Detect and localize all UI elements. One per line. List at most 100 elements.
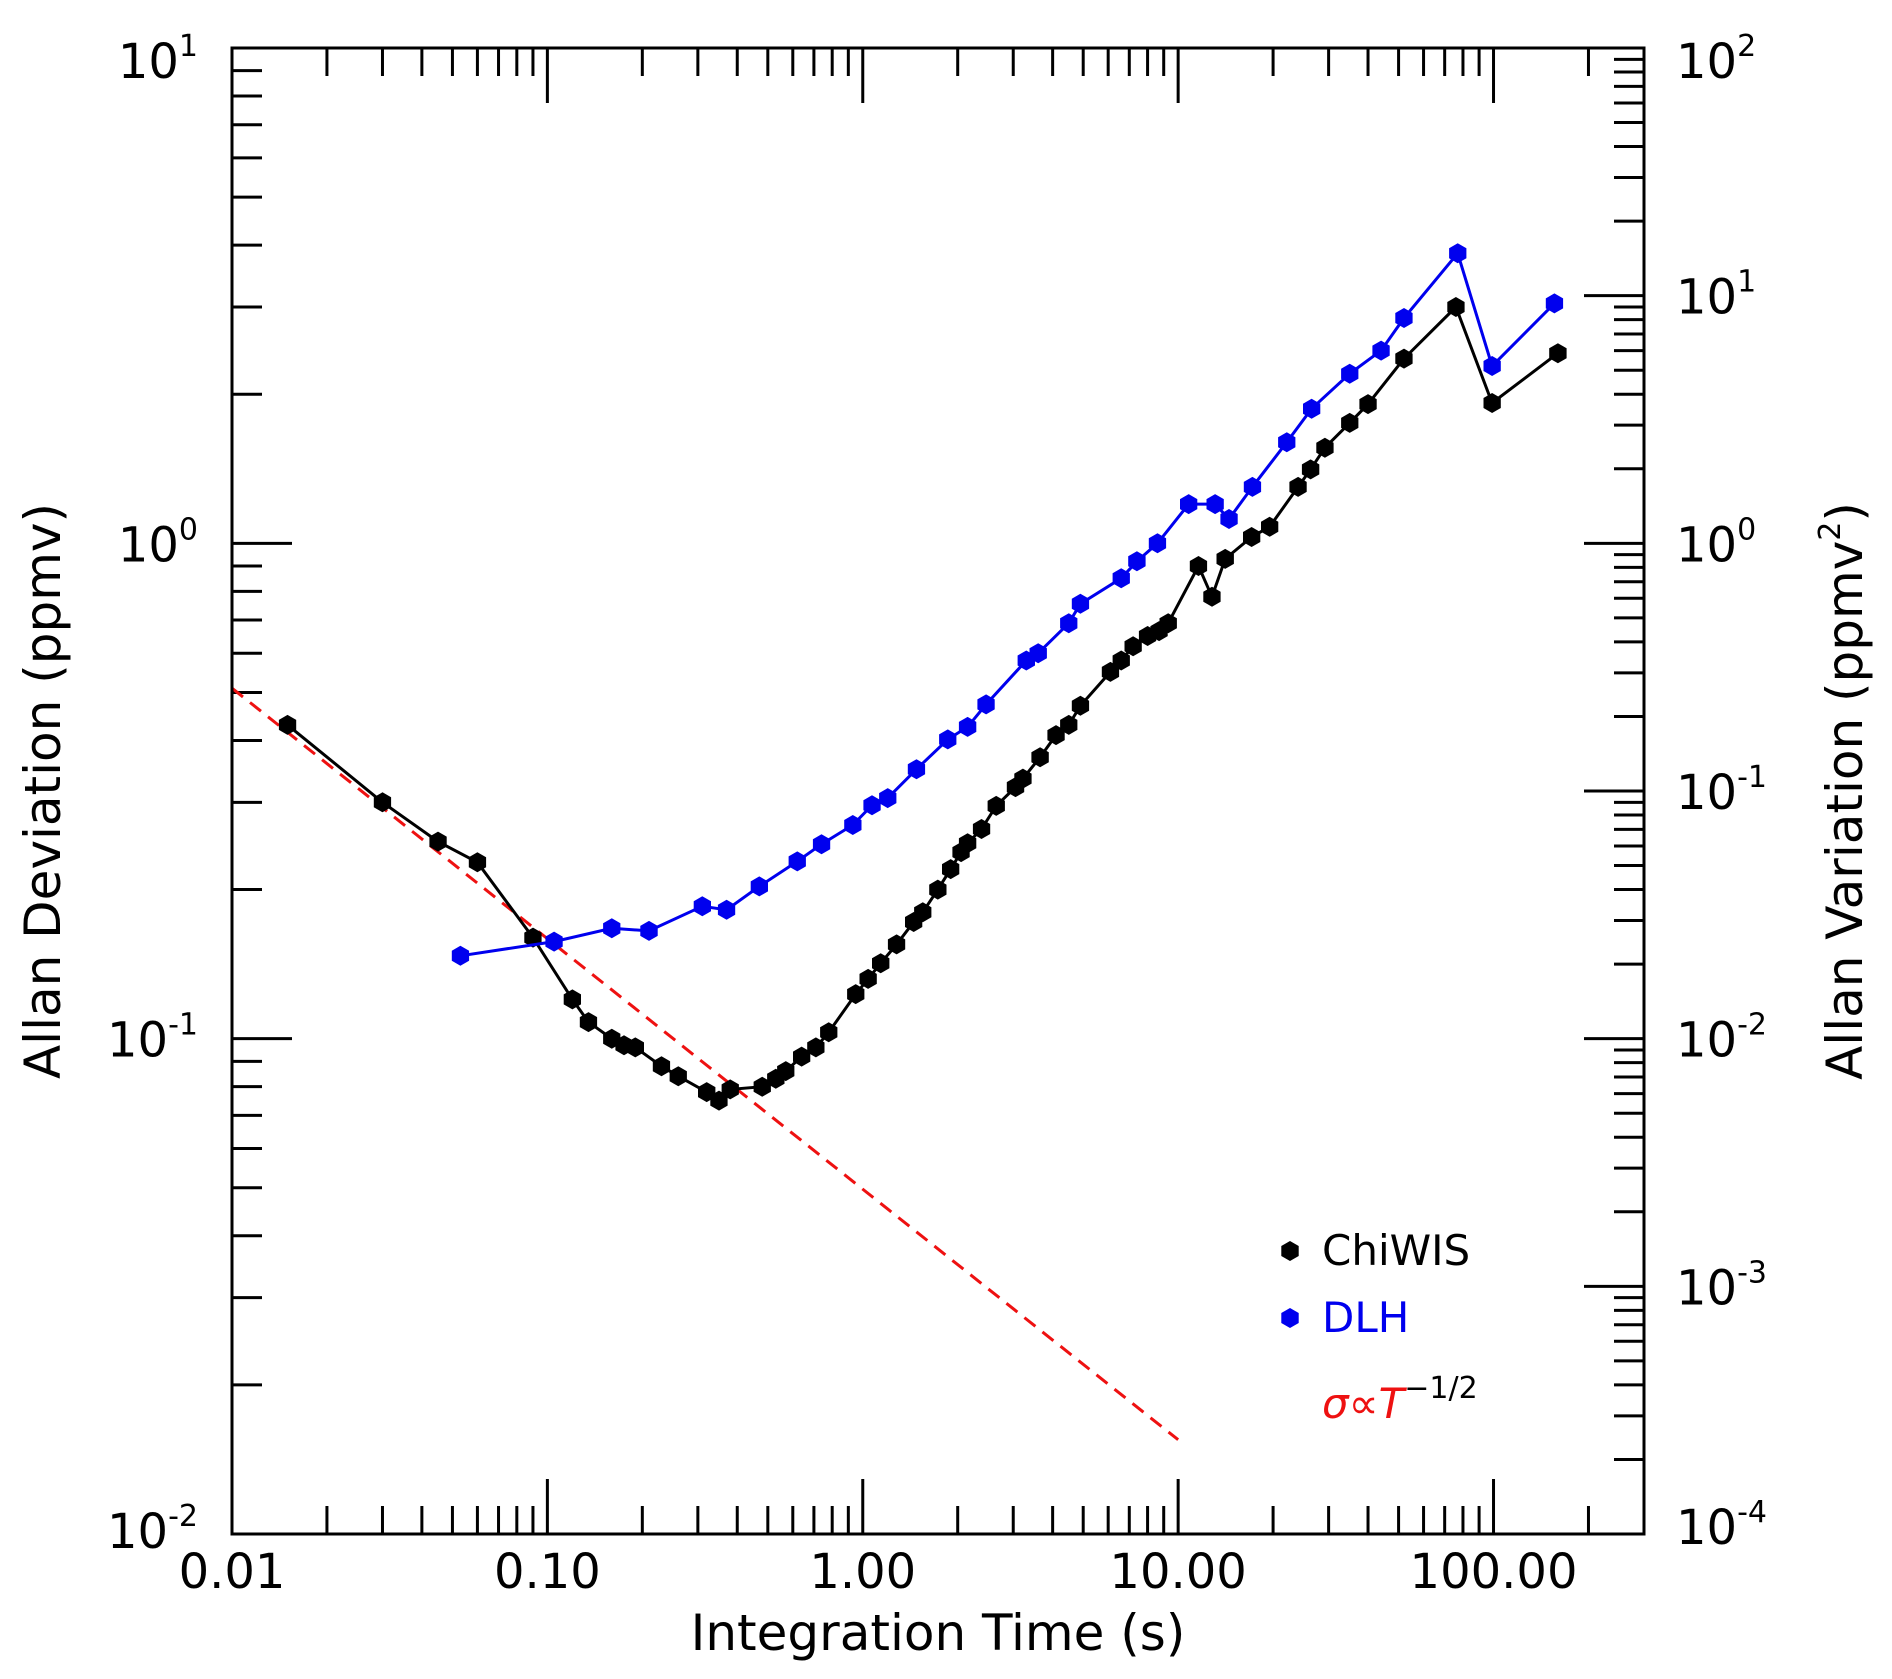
data-point-chiwis — [524, 927, 542, 948]
data-point-dlh — [1206, 494, 1224, 515]
series-line-chiwis — [286, 304, 1559, 1103]
data-point-dlh — [717, 899, 736, 920]
y-tick-label-exp: -2 — [168, 1499, 198, 1534]
data-point-dlh — [1220, 509, 1238, 529]
y2-tick-label-base: 10 — [1676, 270, 1737, 326]
data-point-chiwis — [669, 1066, 687, 1087]
y2-tick-label-exp: -2 — [1737, 1008, 1767, 1043]
data-point-dlh — [1303, 398, 1321, 419]
data-point-chiwis — [626, 1037, 644, 1058]
x-tick-label: 100.00 — [1410, 1544, 1578, 1600]
data-point-chiwis — [278, 714, 297, 735]
y2-axis-label: Allan Variation (ppmv2) — [1813, 502, 1874, 1080]
data-point-chiwis — [1483, 393, 1501, 413]
data-point-dlh — [1180, 494, 1198, 515]
data-point-chiwis — [710, 1090, 728, 1111]
y-tick-label-exp: -1 — [168, 1008, 198, 1043]
data-point-chiwis — [972, 819, 991, 839]
y-tick-label: 10-2 — [107, 1499, 198, 1560]
data-point-dlh — [1449, 243, 1467, 264]
x-tick-label: 0.01 — [179, 1544, 286, 1600]
data-point-chiwis — [929, 879, 947, 900]
data-point-dlh — [1243, 476, 1262, 497]
data-point-chiwis — [777, 1061, 795, 1082]
x-tick-label: 1.00 — [809, 1544, 916, 1600]
data-point-chiwis — [1159, 613, 1177, 634]
x-axis-label: Integration Time (s) — [691, 1604, 1186, 1662]
data-point-chiwis — [753, 1076, 771, 1097]
y2-tick-label-base: 10 — [1676, 1013, 1737, 1069]
data-point-dlh — [879, 788, 897, 809]
y-tick-label-exp: 1 — [179, 29, 198, 64]
data-point-chiwis — [1243, 527, 1261, 547]
data-point-chiwis — [1289, 476, 1307, 497]
y2-axis-label-main: Allan Variation (ppmv — [1816, 541, 1874, 1080]
data-point-chiwis — [1060, 714, 1078, 735]
y2-tick-label: 10-3 — [1676, 1255, 1767, 1316]
data-point-chiwis — [820, 1022, 838, 1043]
data-point-chiwis — [1203, 586, 1221, 607]
plot-frame — [230, 46, 1646, 1536]
data-point-chiwis — [579, 1012, 598, 1033]
data-point-chiwis — [1216, 548, 1234, 569]
tick-labels: 0.01 0.10 1.00 10.00 100.0010-210-110010110-… — [107, 29, 1767, 1600]
data-point-chiwis — [958, 833, 977, 854]
y2-tick-label-exp: 1 — [1737, 265, 1756, 300]
data-point-dlh — [863, 795, 881, 816]
data-point-dlh — [844, 815, 862, 835]
axis-ticks — [230, 46, 1646, 1536]
y2-axis-label-sup: 2 — [1813, 522, 1848, 541]
data-point-dlh — [788, 851, 806, 872]
data-point-dlh — [1545, 293, 1564, 314]
reference-line-layer — [231, 687, 1180, 1441]
data-point-chiwis — [1101, 661, 1120, 682]
data-point-dlh — [1483, 356, 1501, 376]
y2-tick-label: 101 — [1676, 265, 1756, 326]
y-tick-label-base: 10 — [107, 1013, 168, 1069]
series-layer — [278, 243, 1567, 1111]
data-point-chiwis — [872, 953, 890, 974]
data-point-chiwis — [1301, 459, 1320, 480]
data-point-chiwis — [1549, 343, 1567, 364]
legend-item-chiwis: ChiWIS — [1281, 1226, 1470, 1275]
reference-line — [231, 687, 1180, 1441]
y2-tick-label: 10-1 — [1676, 760, 1767, 821]
x-tick-label: 0.10 — [494, 1544, 601, 1600]
data-point-dlh — [1148, 533, 1167, 554]
y2-tick-label-base: 10 — [1676, 765, 1737, 821]
data-point-chiwis — [373, 792, 392, 813]
data-point-chiwis — [1031, 747, 1049, 768]
data-point-chiwis — [721, 1079, 739, 1100]
y-tick-label-base: 10 — [107, 1504, 168, 1560]
data-point-chiwis — [1359, 394, 1377, 415]
data-point-chiwis — [1395, 348, 1413, 369]
data-point-dlh — [939, 729, 957, 750]
data-point-chiwis — [1124, 636, 1142, 657]
data-point-dlh — [1029, 643, 1047, 664]
legend-item-dlh: DLH — [1281, 1293, 1409, 1342]
data-point-dlh — [750, 876, 768, 897]
y-axis-label: Allan Deviation (ppmv) — [14, 503, 72, 1079]
legend-item-reference: σ∝T−1/2 — [1322, 1371, 1478, 1428]
y-tick-label-exp: 0 — [179, 512, 198, 547]
data-point-dlh — [693, 896, 711, 917]
data-point-chiwis — [429, 831, 447, 852]
data-point-chiwis — [859, 968, 877, 989]
data-point-dlh — [640, 920, 658, 941]
data-point-chiwis — [1261, 516, 1279, 537]
data-point-dlh — [1060, 613, 1078, 634]
data-point-dlh — [451, 945, 470, 966]
data-point-chiwis — [1189, 556, 1208, 576]
legend-reference-sup: −1/2 — [1404, 1371, 1477, 1406]
legend-reference-main: σ∝T — [1322, 1379, 1408, 1428]
y2-tick-label-base: 10 — [1676, 517, 1737, 573]
y2-tick-label-exp: -4 — [1737, 1495, 1767, 1530]
legend-label-dlh: DLH — [1322, 1293, 1409, 1342]
data-point-chiwis — [468, 852, 487, 873]
data-point-chiwis — [563, 989, 581, 1010]
x-tick-label: 10.00 — [1109, 1544, 1246, 1600]
legend-marker-chiwis — [1281, 1241, 1299, 1261]
y2-tick-label: 100 — [1676, 512, 1756, 573]
y2-tick-label-exp: -3 — [1737, 1255, 1767, 1290]
